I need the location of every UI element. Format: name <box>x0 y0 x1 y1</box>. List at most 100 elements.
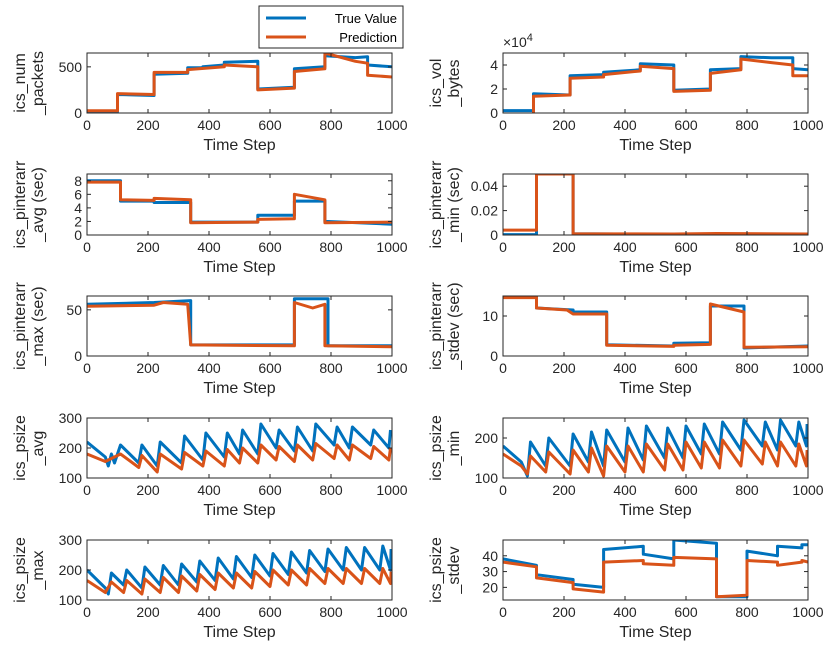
series-prediction-line <box>87 180 392 225</box>
y-axis-label-line1: ics_psize <box>12 537 29 603</box>
y-tick-label: 10 <box>482 308 498 324</box>
x-tick-label: 0 <box>83 604 91 620</box>
y-axis-label-line1: ics_psize <box>12 415 29 481</box>
y-tick-label: 0 <box>490 227 498 243</box>
y-tick-label: 0 <box>74 348 82 364</box>
x-tick-label: 600 <box>258 360 282 376</box>
axes-box <box>86 295 393 357</box>
y-tick-label: 500 <box>59 59 83 75</box>
x-tick-label: 1000 <box>792 482 823 498</box>
x-axis-label: Time Step <box>203 137 275 154</box>
series-prediction-line <box>87 567 392 596</box>
x-tick-label: 1000 <box>376 604 407 620</box>
x-axis-label: Time Step <box>619 259 691 276</box>
y-tick-label: 4 <box>74 200 82 216</box>
x-tick-label: 600 <box>258 117 282 133</box>
x-tick-label: 400 <box>613 117 637 133</box>
y-axis-label-line2: _avg (sec) <box>30 167 47 243</box>
legend: True Value Prediction <box>258 5 404 49</box>
y-axis-label-line2: _min <box>446 431 463 467</box>
series-true-value-line <box>87 544 392 596</box>
series-true-value-line <box>503 418 808 478</box>
y-axis-label-line2: _max (sec) <box>30 286 47 366</box>
x-tick-label: 800 <box>319 239 343 255</box>
x-tick-label: 800 <box>735 604 759 620</box>
axes-box <box>502 173 809 236</box>
exponent-label: ×104 <box>503 32 533 50</box>
x-tick-label: 400 <box>613 604 637 620</box>
y-tick-label: 0.04 <box>471 178 498 194</box>
series-true-value-line <box>503 174 808 235</box>
x-tick-label: 200 <box>136 604 160 620</box>
y-tick-label: 300 <box>59 410 83 426</box>
x-tick-label: 800 <box>735 239 759 255</box>
y-tick-label: 200 <box>59 562 83 578</box>
series-true-value-line <box>87 422 392 468</box>
y-tick-label: 30 <box>482 564 498 580</box>
y-tick-label: 100 <box>475 470 499 486</box>
y-tick-label: 2 <box>490 81 498 97</box>
x-tick-label: 200 <box>136 360 160 376</box>
x-axis-label: Time Step <box>203 259 275 276</box>
panel-pinterarr-max: 0 200 400 600 800 1000 0 50 Time Step ics_pintera… <box>12 281 408 397</box>
legend-label-prediction: Prediction <box>339 30 397 45</box>
x-axis-label: Time Step <box>619 624 691 641</box>
x-tick-label: 0 <box>499 604 507 620</box>
x-tick-label: 600 <box>258 239 282 255</box>
series-prediction-line <box>87 53 392 113</box>
x-tick-label: 600 <box>674 604 698 620</box>
y-tick-label: 20 <box>482 579 498 595</box>
x-tick-label: 1000 <box>792 239 823 255</box>
y-tick-label: 0 <box>74 105 82 121</box>
x-tick-label: 800 <box>319 604 343 620</box>
legend-label-true-value: True Value <box>335 11 397 26</box>
series-prediction-line <box>503 296 808 349</box>
y-axis-label-line2: _avg <box>30 431 47 467</box>
x-tick-label: 800 <box>319 482 343 498</box>
x-tick-label: 600 <box>674 239 698 255</box>
series-true-value-line <box>87 179 392 226</box>
y-tick-label: 40 <box>482 548 498 564</box>
series-prediction-line <box>87 442 392 474</box>
y-axis-label-line1: ics_pinterarr <box>12 160 29 249</box>
x-tick-label: 0 <box>499 239 507 255</box>
y-tick-label: 100 <box>59 592 83 608</box>
legend-box <box>258 5 404 49</box>
x-tick-label: 800 <box>735 360 759 376</box>
y-axis-label-line1: ics_num <box>12 53 29 113</box>
x-tick-label: 0 <box>499 482 507 498</box>
series-prediction-line <box>503 555 808 599</box>
y-tick-label: 2 <box>74 213 82 229</box>
axes-box <box>502 52 809 114</box>
x-tick-label: 200 <box>552 360 576 376</box>
y-tick-label: 0.02 <box>471 203 498 219</box>
series-true-value-line <box>87 54 392 113</box>
x-tick-label: 200 <box>552 117 576 133</box>
panel-num-packets: 0 200 400 600 800 1000 0 500 Time Step ics_num _pa… <box>12 51 408 154</box>
x-tick-label: 1000 <box>376 117 407 133</box>
y-axis-label-line1: ics_pinterarr <box>12 281 29 370</box>
x-tick-label: 0 <box>499 360 507 376</box>
series-prediction-line <box>503 438 808 478</box>
x-tick-label: 800 <box>319 117 343 133</box>
x-tick-label: 0 <box>83 117 91 133</box>
series-true-value-line <box>503 540 808 599</box>
x-tick-label: 200 <box>136 239 160 255</box>
y-axis-label-line1: ics_pinterarr <box>428 281 445 370</box>
x-tick-label: 200 <box>552 239 576 255</box>
y-axis-label-line2: _packets <box>30 51 47 116</box>
y-axis-label-line2: _bytes <box>446 59 463 107</box>
x-tick-label: 200 <box>136 117 160 133</box>
x-tick-label: 600 <box>674 482 698 498</box>
x-tick-label: 200 <box>136 482 160 498</box>
y-tick-label: 200 <box>475 430 499 446</box>
y-axis-label-line2: _stdev <box>446 546 463 594</box>
y-tick-label: 100 <box>59 470 83 486</box>
y-axis-label-line1: ics_pinterarr <box>428 160 445 249</box>
y-axis-label-line1: ics_vol <box>428 59 445 108</box>
x-axis-label: Time Step <box>619 380 691 397</box>
panel-psize-min: 0 200 400 600 800 1000 100 200 Time Step ics_psiz… <box>428 415 824 519</box>
x-tick-label: 400 <box>197 239 221 255</box>
y-axis-label-line2: _max <box>30 550 47 590</box>
x-axis-label: Time Step <box>619 137 691 154</box>
